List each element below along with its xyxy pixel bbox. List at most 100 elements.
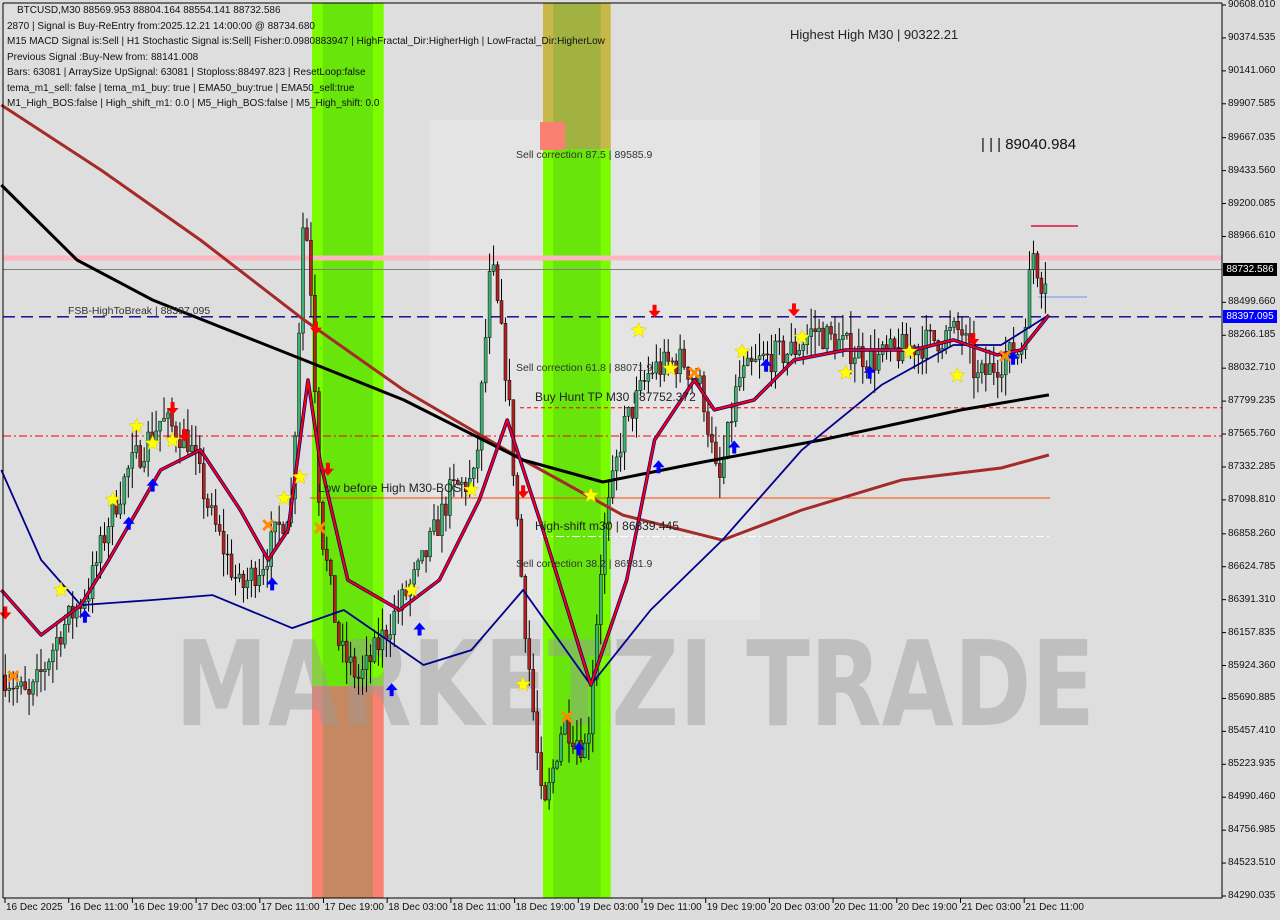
candle-bullish — [944, 330, 948, 349]
candle-bearish — [59, 637, 63, 645]
candle-bullish — [237, 573, 242, 579]
x-tick-label: 18 Dec 11:00 — [451, 902, 511, 913]
candle-bullish — [1031, 253, 1036, 271]
candle-bullish — [162, 417, 166, 422]
candle-bullish — [249, 567, 254, 581]
candle-bearish — [833, 333, 837, 353]
candle-bullish — [678, 348, 682, 375]
candle-bullish — [650, 372, 655, 375]
candle-bullish — [634, 390, 639, 419]
candle-bullish — [245, 580, 250, 588]
candle-bullish — [757, 355, 762, 360]
candle-bullish — [51, 649, 55, 663]
candle-bullish — [190, 445, 194, 452]
candle-bullish — [583, 742, 587, 758]
buy-arrow-icon — [572, 742, 585, 756]
candle-bullish — [420, 550, 424, 562]
candle-bearish — [686, 366, 690, 380]
candle-bearish — [892, 338, 897, 348]
candle-bullish — [722, 456, 726, 478]
candle-bullish — [273, 521, 277, 533]
candle-bearish — [1035, 253, 1040, 279]
candle-bullish — [118, 503, 123, 515]
candle-bullish — [340, 640, 345, 646]
candle-bearish — [39, 669, 43, 672]
candle-bullish — [876, 354, 881, 371]
candle-bullish — [261, 568, 266, 576]
candle-bearish — [984, 363, 988, 375]
sell-correction-618-label: Sell correction 61.8 | 88071.9 — [516, 362, 653, 374]
buy-arrow-icon — [413, 622, 426, 636]
candle-bullish — [853, 357, 857, 364]
star-signal-icon — [128, 417, 145, 434]
candle-bearish — [225, 553, 230, 556]
x-tick-label: 17 Dec 19:00 — [324, 902, 385, 913]
candle-bullish — [726, 421, 730, 458]
fsb-price-badge: 88397.095 — [1223, 310, 1277, 323]
candle-bullish — [460, 481, 464, 485]
candle-bearish — [138, 445, 142, 468]
candle-bullish — [999, 374, 1004, 378]
y-tick-label: 86858.260 — [1228, 527, 1276, 539]
candle-bullish — [730, 421, 734, 423]
star-signal-icon — [463, 481, 480, 497]
candle-bullish — [809, 328, 813, 337]
candle-bullish — [440, 503, 444, 536]
candle-bullish — [126, 467, 131, 478]
candle-bullish — [952, 321, 956, 328]
star-signal-icon — [403, 581, 420, 598]
candle-bearish — [456, 480, 460, 485]
candle-bullish — [591, 678, 595, 735]
star-signal-icon — [949, 366, 966, 383]
candle-bullish — [475, 449, 480, 469]
candle-bearish — [201, 463, 206, 500]
y-tick-label: 88966.610 — [1228, 230, 1276, 242]
star-signal-icon — [514, 675, 532, 692]
candle-bullish — [348, 656, 353, 663]
candle-bearish — [793, 341, 798, 355]
y-tick-label: 89200.085 — [1228, 197, 1276, 209]
candle-bullish — [380, 629, 385, 651]
sell-arrow-icon — [787, 303, 800, 317]
candle-bullish — [1027, 269, 1032, 328]
candle-bearish — [960, 329, 964, 336]
y-tick-label: 89667.035 — [1228, 131, 1276, 143]
candle-bearish — [23, 681, 27, 690]
x-tick-label: 17 Dec 11:00 — [260, 902, 320, 913]
candle-bullish — [35, 669, 39, 683]
y-tick-label: 86157.835 — [1228, 626, 1276, 638]
sell-correction-382-label: Sell correction 38.2 | 86581.9 — [516, 558, 653, 570]
sell-arrow-icon — [166, 402, 179, 416]
y-tick-label: 84990.460 — [1228, 791, 1276, 803]
candle-bearish — [213, 505, 218, 525]
candle-bullish — [158, 420, 162, 432]
candle-bearish — [539, 752, 543, 786]
candle-bullish — [19, 681, 23, 687]
candle-bullish — [773, 340, 778, 373]
candle-bullish — [841, 335, 845, 340]
candle-bullish — [817, 327, 821, 333]
current-price-badge: 88732.586 — [1223, 263, 1277, 276]
candle-bearish — [932, 330, 936, 341]
y-tick-label: 88032.710 — [1228, 362, 1276, 374]
candle-bearish — [527, 638, 532, 670]
candle-bearish — [718, 463, 722, 478]
candle-bearish — [205, 498, 210, 508]
candle-bearish — [1039, 277, 1044, 294]
candle-bullish — [741, 365, 746, 378]
candle-bullish — [94, 562, 99, 567]
symbol-line: BTCUSD,M30 88569.953 88804.164 88554.141… — [17, 5, 281, 16]
x-tick-label: 19 Dec 03:00 — [579, 902, 639, 913]
candle-bullish — [777, 340, 782, 343]
candle-bearish — [198, 452, 202, 464]
candle-bullish — [142, 460, 146, 468]
candle-bearish — [217, 524, 222, 532]
x-tick-label: 18 Dec 03:00 — [388, 902, 448, 913]
candle-bullish — [360, 669, 365, 679]
candle-bullish — [845, 333, 849, 336]
y-tick-label: 90141.060 — [1228, 64, 1276, 76]
candle-bullish — [825, 326, 829, 350]
candle-bearish — [170, 412, 174, 427]
sell-arrow-icon — [178, 428, 191, 442]
